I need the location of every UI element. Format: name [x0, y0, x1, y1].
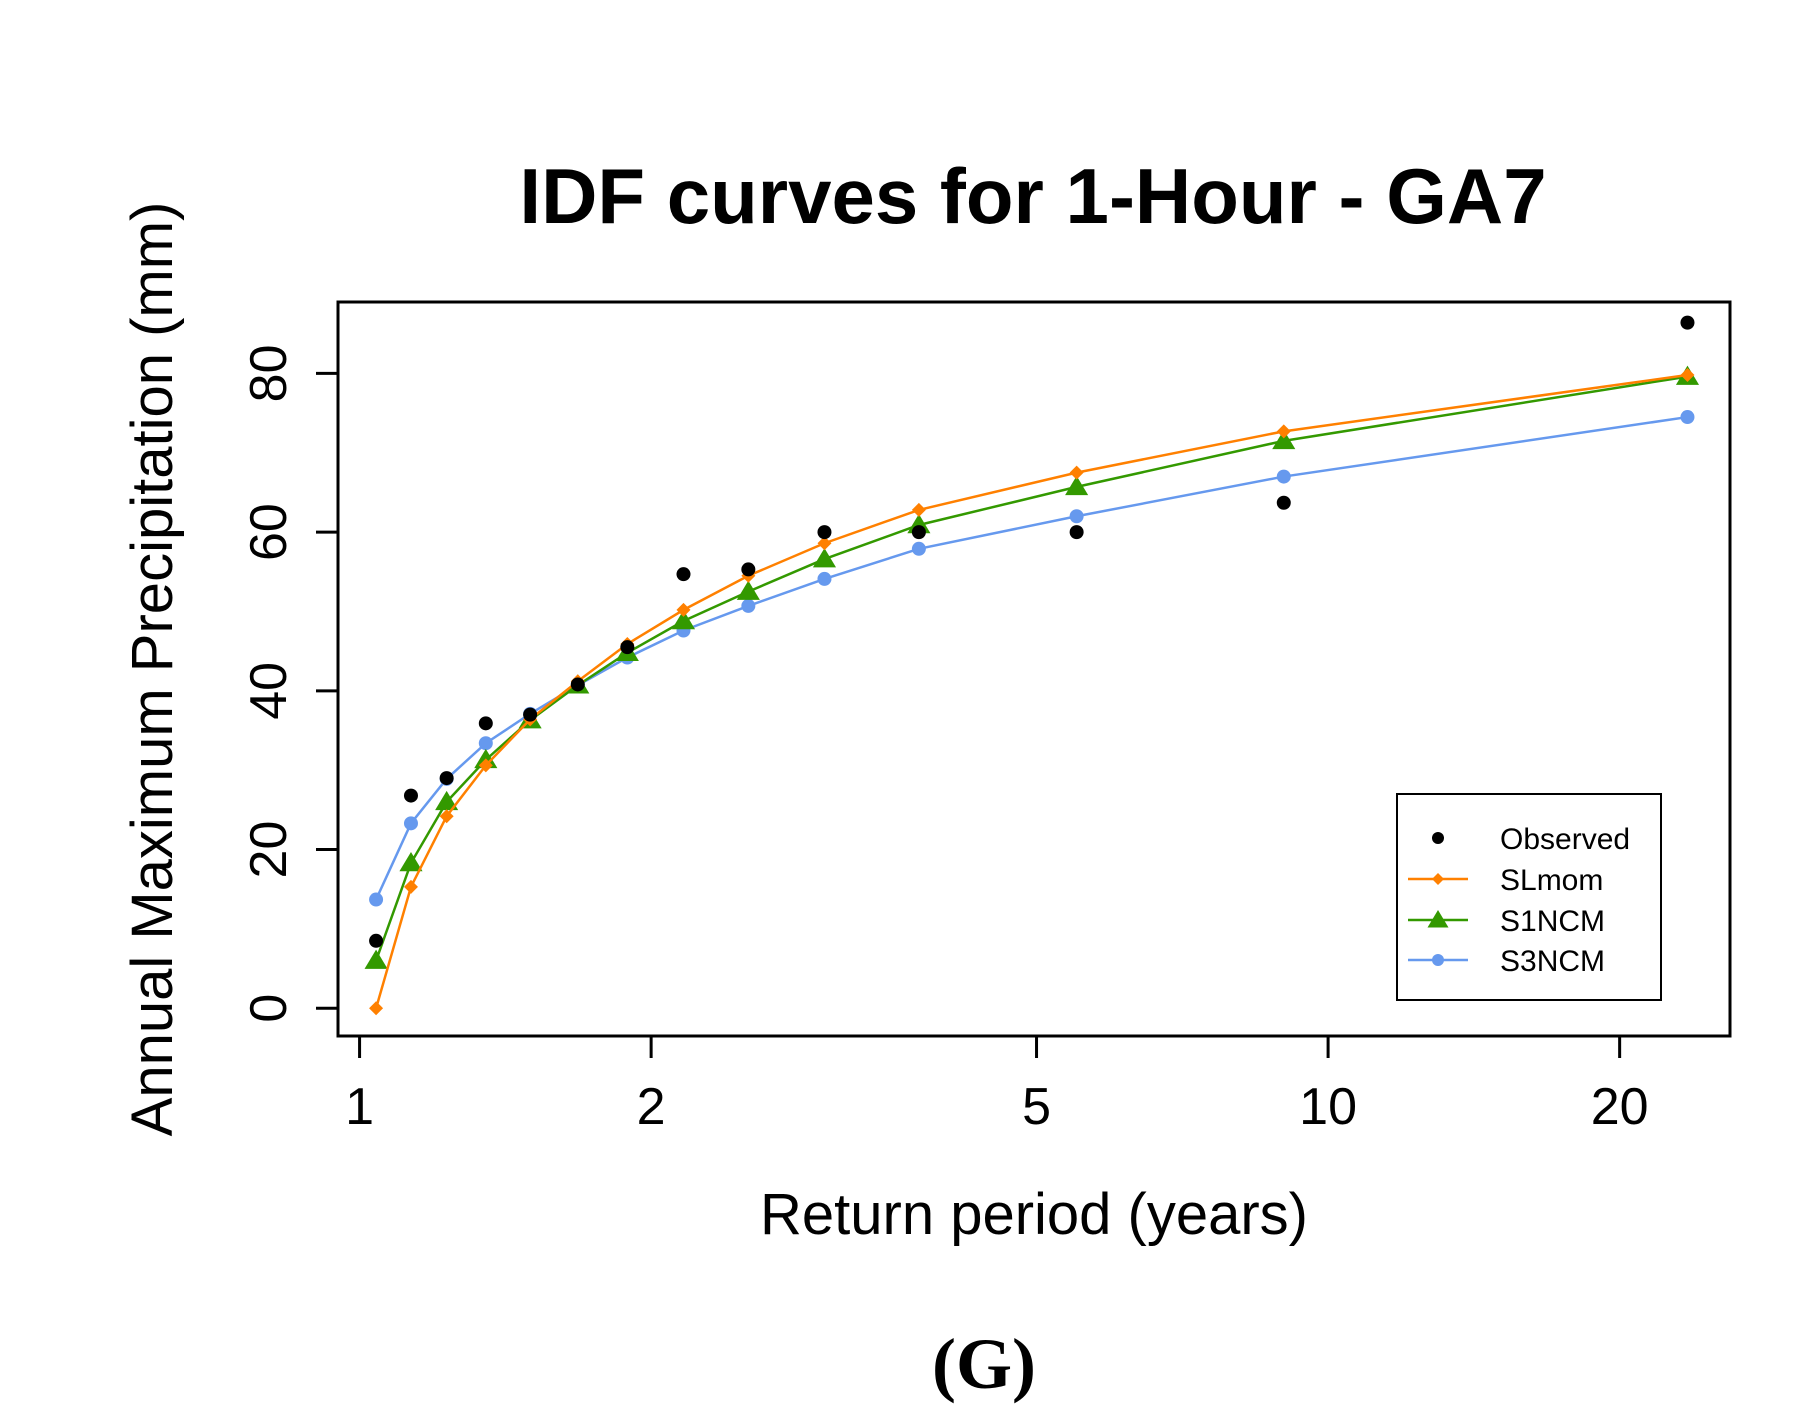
legend-item-slmom: SLmom: [1408, 864, 1603, 897]
data-point-observed: [1680, 315, 1695, 330]
legend-label: Observed: [1500, 823, 1630, 856]
data-point-s1ncm: [671, 609, 696, 630]
data-point-s1ncm: [399, 852, 423, 872]
series-slmom: [369, 368, 1695, 1016]
chart-title: IDF curves for 1-Hour - GA7: [519, 152, 1546, 240]
legend: Observed SLmom S1NCM S3NCM: [1396, 793, 1662, 1001]
data-point-observed: [478, 716, 493, 731]
x-axis: 1 2 5 10 20: [345, 1034, 1649, 1136]
data-point-s3ncm: [911, 541, 926, 556]
y-tick-label: 40: [240, 662, 298, 720]
data-point-s1ncm: [364, 949, 388, 969]
y-tick-label: 80: [240, 344, 298, 402]
data-point-observed: [911, 525, 926, 540]
data-point-slmom: [676, 602, 691, 617]
data-point-s3ncm: [369, 892, 384, 907]
data-point-observed: [1069, 525, 1084, 540]
data-point-slmom: [478, 758, 493, 773]
data-point-s3ncm: [1680, 410, 1695, 425]
y-tick-label: 20: [240, 821, 298, 879]
data-point-s3ncm: [403, 816, 418, 831]
y-tick-label: 0: [240, 994, 298, 1023]
data-point-s3ncm: [817, 571, 832, 586]
data-point-observed: [403, 788, 418, 803]
data-point-observed: [369, 933, 384, 948]
data-point-observed: [817, 525, 832, 540]
panel-label: (G): [932, 1324, 1036, 1404]
data-point-observed: [676, 567, 691, 582]
y-tick-label: 60: [240, 503, 298, 561]
x-axis-label: Return period (years): [760, 1182, 1308, 1247]
data-point-observed: [741, 562, 756, 577]
legend-label: S3NCM: [1500, 945, 1605, 978]
data-point-observed: [439, 771, 454, 786]
legend-marker: [1432, 832, 1444, 844]
data-point-slmom: [1069, 465, 1084, 480]
legend-item-observed: Observed: [1432, 823, 1630, 856]
data-point-s3ncm: [478, 736, 493, 751]
data-point-s1ncm: [435, 790, 459, 811]
legend-item-s3ncm: S3NCM: [1408, 945, 1605, 978]
legend-label: SLmom: [1500, 864, 1603, 897]
data-point-slmom: [817, 536, 832, 551]
series-layer: [364, 315, 1700, 1016]
data-point-observed: [523, 707, 538, 722]
legend-item-s1ncm: S1NCM: [1408, 905, 1605, 938]
data-point-s1ncm: [812, 548, 837, 568]
data-point-s3ncm: [1069, 509, 1084, 524]
data-point-slmom: [911, 502, 926, 517]
data-point-s1ncm: [1065, 475, 1089, 496]
x-tick-label: 20: [1591, 1078, 1649, 1136]
y-axis-label: Annual Maximum Precipitation (mm): [120, 202, 185, 1137]
x-tick-label: 1: [345, 1078, 374, 1136]
data-point-slmom: [369, 1001, 384, 1016]
series-line-s1ncm: [374, 375, 1688, 962]
x-tick-label: 10: [1299, 1078, 1357, 1136]
legend-label: S1NCM: [1500, 905, 1605, 938]
data-point-slmom: [403, 879, 418, 894]
legend-marker: [1432, 954, 1444, 966]
data-point-observed: [570, 677, 585, 692]
data-point-observed: [1276, 495, 1291, 510]
series-line-slmom: [374, 373, 1688, 1009]
data-point-observed: [620, 640, 635, 655]
y-axis: 0 20 40 60 80: [240, 344, 340, 1023]
data-point-slmom: [439, 809, 454, 824]
series-line-s3ncm: [374, 415, 1688, 901]
data-point-s1ncm: [1272, 429, 1296, 450]
data-point-slmom: [1276, 424, 1291, 439]
legend-marker: [1432, 873, 1444, 885]
data-point-s3ncm: [1276, 469, 1291, 484]
x-tick-label: 5: [1022, 1078, 1051, 1136]
data-point-s1ncm: [736, 580, 760, 600]
data-point-slmom: [1680, 368, 1695, 383]
series-observed: [369, 315, 1695, 948]
legend-marker: [1427, 910, 1449, 928]
x-tick-label: 2: [637, 1078, 666, 1136]
legend-box: [1396, 793, 1662, 1001]
data-point-s3ncm: [741, 598, 756, 613]
